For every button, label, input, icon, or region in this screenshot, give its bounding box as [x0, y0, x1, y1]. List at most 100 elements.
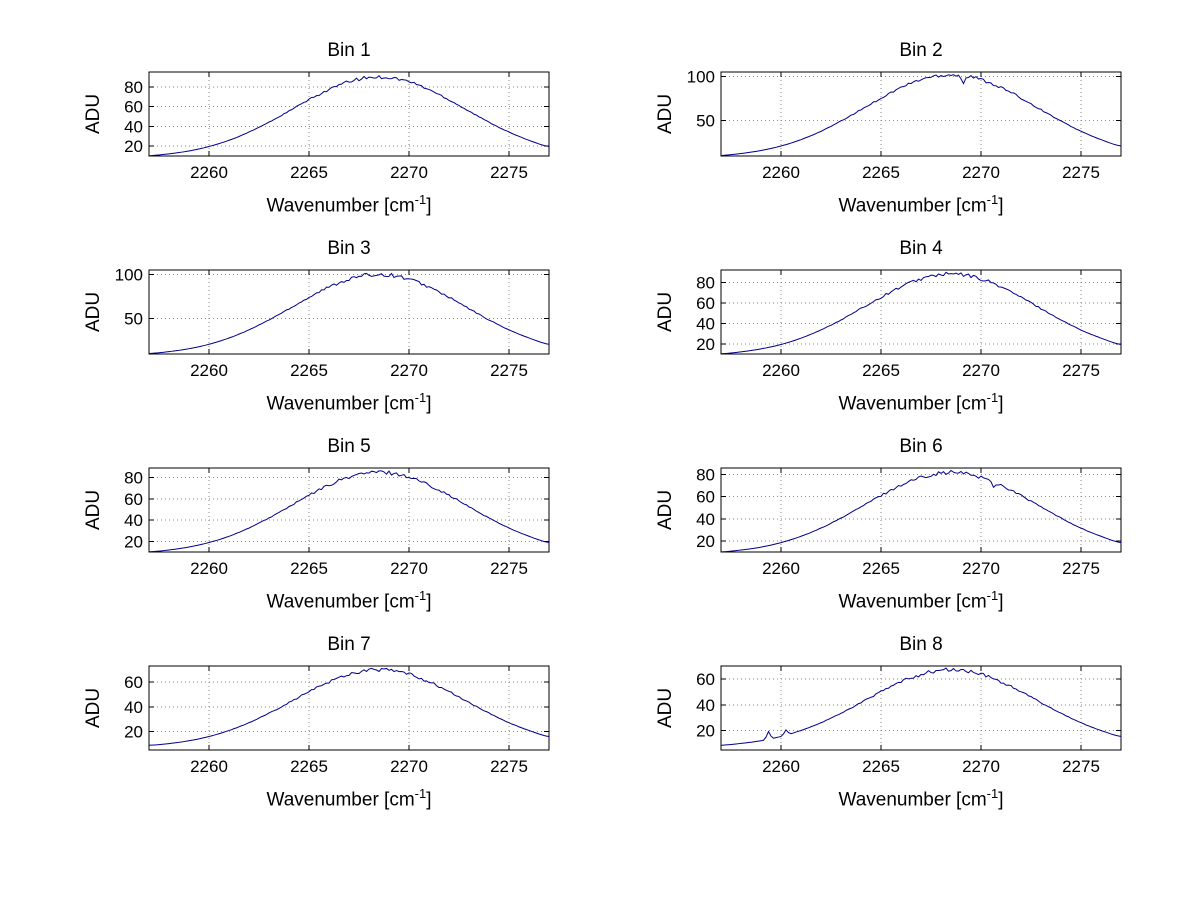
x-axis-label-bracket: ] — [998, 591, 1004, 613]
x-tick-label: 2265 — [862, 559, 900, 578]
y-tick-label: 60 — [124, 673, 143, 692]
x-tick-label: 2260 — [762, 559, 800, 578]
y-tick-label: 20 — [696, 722, 715, 741]
subplot-bin-4: Bin 4 ADU 2260 2265 2270 2275 20 40 60 80 Waven… — [606, 236, 1166, 434]
x-tick-label: 2260 — [762, 361, 800, 380]
x-tick-label: 2270 — [390, 757, 428, 776]
x-axis-label: Wavenumber [cm-1] — [721, 786, 1121, 811]
x-tick-label: 2260 — [762, 757, 800, 776]
plot-canvas: 2260 2265 2270 2275 50 100 — [115, 265, 550, 380]
subplot-bin-5: Bin 5 ADU 2260 2265 2270 2275 20 40 60 80 Waven… — [34, 434, 594, 632]
y-tick-label: 100 — [687, 67, 715, 86]
spectrum-line — [721, 667, 1121, 746]
subplot-bin-7: Bin 7 ADU 2260 2265 2270 2275 20 40 60 Wavenum… — [34, 632, 594, 830]
x-axis-label-bracket: ] — [998, 789, 1004, 811]
y-tick-label: 80 — [696, 273, 715, 292]
y-tick-label: 20 — [124, 722, 143, 741]
x-axis-label-text: Wavenumber [cm — [838, 393, 987, 415]
x-axis-label-bracket: ] — [998, 195, 1004, 217]
spectrum-line — [721, 469, 1121, 552]
y-tick-label: 60 — [696, 670, 715, 689]
x-axis-label: Wavenumber [cm-1] — [149, 192, 549, 217]
x-tick-label: 2265 — [290, 757, 328, 776]
subplot-bin-6: Bin 6 ADU 2260 2265 2270 2275 20 40 60 80 Waven… — [606, 434, 1166, 632]
x-tick-label: 2265 — [290, 361, 328, 380]
x-tick-label: 2275 — [490, 559, 528, 578]
y-tick-label: 20 — [696, 532, 715, 551]
subplot-bin-1: Bin 1 ADU 2260 2265 2270 2275 20 40 60 80 Waven… — [34, 38, 594, 236]
x-axis-label-bracket: ] — [426, 393, 432, 415]
plot-canvas: 2260 2265 2270 2275 20 40 60 — [696, 665, 1122, 776]
y-tick-label: 60 — [696, 488, 715, 507]
x-axis-label-bracket: ] — [426, 789, 432, 811]
x-tick-label: 2265 — [290, 559, 328, 578]
y-tick-label: 40 — [124, 511, 143, 530]
x-tick-label: 2275 — [1062, 361, 1100, 380]
x-axis-label-text: Wavenumber [cm — [838, 789, 987, 811]
x-axis-label-text: Wavenumber [cm — [266, 789, 415, 811]
x-axis-label-bracket: ] — [426, 195, 432, 217]
y-tick-label: 40 — [696, 510, 715, 529]
y-tick-label: 80 — [696, 466, 715, 485]
x-axis-label: Wavenumber [cm-1] — [149, 588, 549, 613]
y-tick-label: 80 — [124, 78, 143, 97]
x-axis-label: Wavenumber [cm-1] — [721, 588, 1121, 613]
x-tick-label: 2265 — [862, 361, 900, 380]
y-tick-label: 60 — [124, 98, 143, 117]
y-tick-label: 40 — [696, 314, 715, 333]
y-tick-label: 50 — [124, 310, 143, 329]
x-tick-label: 2275 — [1062, 757, 1100, 776]
y-tick-label: 50 — [696, 112, 715, 131]
x-axis-label-text: Wavenumber [cm — [838, 591, 987, 613]
spectrum-line — [721, 271, 1121, 354]
x-tick-label: 2270 — [390, 163, 428, 182]
y-tick-label: 80 — [124, 469, 143, 488]
plot-title: Bin 1 — [327, 40, 371, 61]
x-tick-label: 2270 — [390, 559, 428, 578]
x-tick-label: 2265 — [862, 757, 900, 776]
y-tick-label: 40 — [124, 117, 143, 136]
plot-title: Bin 3 — [327, 238, 371, 259]
x-axis-label-superscript: -1 — [414, 588, 427, 603]
x-tick-label: 2260 — [190, 559, 228, 578]
x-tick-label: 2270 — [962, 757, 1000, 776]
plot-canvas: 2260 2265 2270 2275 20 40 60 — [124, 665, 550, 776]
subplot-bin-3: Bin 3 ADU 2260 2265 2270 2275 50 100 Wavenumb… — [34, 236, 594, 434]
x-axis-label-superscript: -1 — [986, 390, 999, 405]
x-tick-label: 2275 — [490, 361, 528, 380]
spectrum-line — [149, 667, 549, 746]
y-tick-label: 20 — [124, 532, 143, 551]
x-axis-label-bracket: ] — [998, 393, 1004, 415]
x-tick-label: 2260 — [762, 163, 800, 182]
x-axis-label: Wavenumber [cm-1] — [149, 390, 549, 415]
subplot-bin-2: Bin 2 ADU 2260 2265 2270 2275 50 100 Wavenumb… — [606, 38, 1166, 236]
x-tick-label: 2270 — [962, 361, 1000, 380]
x-axis-label: Wavenumber [cm-1] — [149, 786, 549, 811]
y-tick-label: 100 — [115, 265, 143, 284]
x-tick-label: 2265 — [862, 163, 900, 182]
plot-title: Bin 4 — [899, 238, 943, 259]
plot-title: Bin 5 — [327, 436, 371, 457]
x-axis-label-text: Wavenumber [cm — [266, 393, 415, 415]
y-tick-label: 40 — [696, 696, 715, 715]
x-tick-label: 2275 — [1062, 163, 1100, 182]
spectrum-line — [149, 470, 549, 552]
x-tick-label: 2270 — [390, 361, 428, 380]
spectrum-line — [721, 74, 1121, 156]
x-axis-label-superscript: -1 — [986, 588, 999, 603]
plot-title: Bin 6 — [899, 436, 943, 457]
y-tick-label: 20 — [124, 137, 143, 156]
x-axis-label-text: Wavenumber [cm — [266, 195, 415, 217]
x-axis-label: Wavenumber [cm-1] — [721, 390, 1121, 415]
x-axis-label-superscript: -1 — [986, 192, 999, 207]
plot-title: Bin 7 — [327, 634, 371, 655]
spectrum-line — [149, 272, 549, 354]
x-axis-label-text: Wavenumber [cm — [838, 195, 987, 217]
y-tick-label: 60 — [696, 294, 715, 313]
subplot-bin-8: Bin 8 ADU 2260 2265 2270 2275 20 40 60 Wavenum… — [606, 632, 1166, 830]
x-tick-label: 2260 — [190, 361, 228, 380]
spectrum-line — [149, 74, 549, 156]
